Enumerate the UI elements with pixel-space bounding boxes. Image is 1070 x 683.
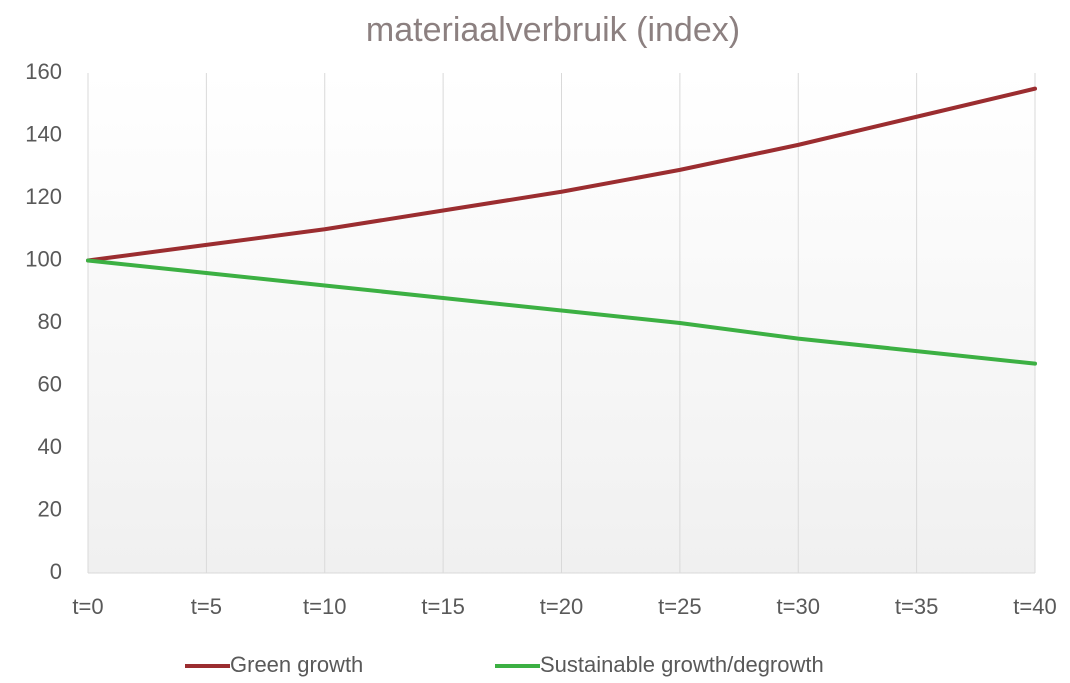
legend-label: Green growth bbox=[230, 652, 363, 677]
x-tick-label: t=5 bbox=[191, 594, 222, 619]
y-tick-label: 20 bbox=[38, 496, 62, 521]
y-tick-label: 120 bbox=[25, 184, 62, 209]
x-tick-label: t=20 bbox=[540, 594, 583, 619]
legend-label: Sustainable growth/degrowth bbox=[540, 652, 824, 677]
x-tick-label: t=15 bbox=[421, 594, 464, 619]
line-series bbox=[86, 86, 1037, 263]
x-tick-label: t=30 bbox=[777, 594, 820, 619]
x-tick-label: t=40 bbox=[1013, 594, 1056, 619]
y-tick-label: 60 bbox=[38, 371, 62, 396]
y-tick-label: 140 bbox=[25, 121, 62, 146]
line-series bbox=[86, 258, 1037, 366]
y-tick-label: 80 bbox=[38, 309, 62, 334]
y-tick-label: 0 bbox=[50, 559, 62, 584]
y-tick-label: 160 bbox=[25, 59, 62, 84]
y-tick-label: 100 bbox=[25, 246, 62, 271]
x-tick-label: t=25 bbox=[658, 594, 701, 619]
x-tick-label: t=35 bbox=[895, 594, 938, 619]
y-tick-label: 40 bbox=[38, 434, 62, 459]
chart-title: materiaalverbruik (index) bbox=[366, 11, 740, 49]
x-tick-label: t=10 bbox=[303, 594, 346, 619]
x-tick-label: t=0 bbox=[72, 594, 103, 619]
